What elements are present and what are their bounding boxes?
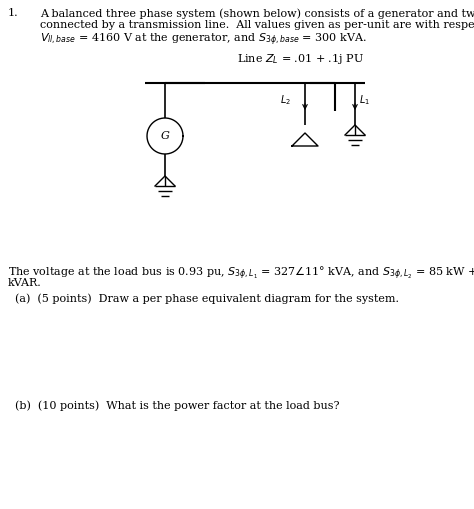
Text: $L_2$: $L_2$ (280, 93, 291, 107)
Text: The voltage at the load bus is 0.93 pu, $S_{3\phi,L_1}$ = 327$\angle$11° kVA, an: The voltage at the load bus is 0.93 pu, … (8, 265, 474, 282)
Text: 1.: 1. (8, 8, 18, 18)
Text: G: G (161, 131, 169, 141)
Text: A balanced three phase system (shown below) consists of a generator and two load: A balanced three phase system (shown bel… (40, 8, 474, 18)
Text: Line $Z_L$ = .01 + .1j PU: Line $Z_L$ = .01 + .1j PU (237, 52, 364, 66)
Text: (b)  (10 points)  What is the power factor at the load bus?: (b) (10 points) What is the power factor… (15, 400, 339, 411)
Text: connected by a transmission line.  All values given as per-unit are with respect: connected by a transmission line. All va… (40, 20, 474, 30)
Text: $V_{ll,base}$ = 4160 V at the generator, and $S_{3\phi,base}$ = 300 kVA.: $V_{ll,base}$ = 4160 V at the generator,… (40, 32, 367, 48)
Text: (a)  (5 points)  Draw a per phase equivalent diagram for the system.: (a) (5 points) Draw a per phase equivale… (15, 293, 399, 303)
Text: $L_1$: $L_1$ (359, 93, 370, 107)
Text: kVAR.: kVAR. (8, 278, 42, 288)
